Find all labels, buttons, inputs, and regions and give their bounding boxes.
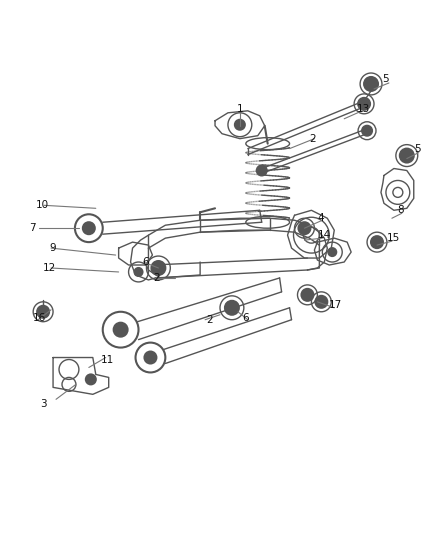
Circle shape	[134, 268, 142, 276]
Text: 8: 8	[397, 205, 403, 215]
Text: 13: 13	[357, 104, 371, 114]
Text: 1: 1	[237, 104, 243, 114]
Circle shape	[298, 222, 311, 234]
Text: 16: 16	[33, 313, 46, 323]
Circle shape	[362, 126, 372, 136]
Text: 2: 2	[207, 314, 213, 325]
Text: 11: 11	[101, 354, 114, 365]
Circle shape	[145, 352, 156, 364]
Circle shape	[37, 306, 49, 318]
Circle shape	[257, 166, 267, 175]
Circle shape	[235, 120, 245, 130]
Text: 5: 5	[414, 143, 420, 154]
Circle shape	[328, 248, 336, 256]
Text: 2: 2	[154, 273, 160, 283]
Circle shape	[358, 98, 370, 110]
Text: 4: 4	[318, 213, 324, 223]
Text: 3: 3	[40, 399, 46, 409]
Circle shape	[400, 149, 414, 163]
Text: 17: 17	[329, 300, 343, 310]
Text: 14: 14	[318, 230, 331, 240]
Circle shape	[315, 296, 327, 308]
Circle shape	[114, 322, 127, 337]
Text: 6: 6	[242, 313, 248, 323]
Text: 6: 6	[142, 257, 148, 267]
Text: 5: 5	[382, 74, 389, 84]
Text: 7: 7	[29, 223, 36, 233]
Circle shape	[225, 301, 239, 315]
Text: 10: 10	[36, 200, 49, 211]
Circle shape	[371, 236, 383, 248]
Circle shape	[86, 375, 96, 384]
Circle shape	[152, 261, 165, 275]
Circle shape	[301, 289, 314, 301]
Text: 9: 9	[49, 243, 56, 253]
Text: 2: 2	[309, 134, 316, 144]
Text: 15: 15	[387, 233, 400, 243]
Circle shape	[364, 77, 378, 91]
Text: 12: 12	[43, 263, 56, 273]
Circle shape	[83, 222, 95, 234]
